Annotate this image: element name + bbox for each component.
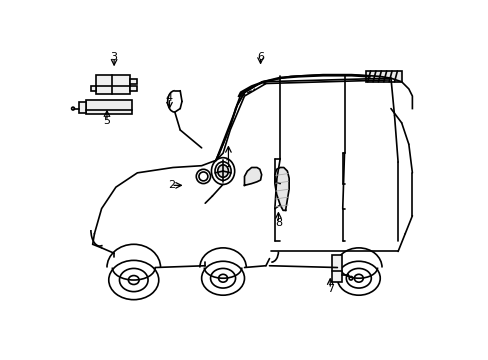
Bar: [91, 86, 96, 91]
Polygon shape: [244, 167, 261, 185]
Bar: [85, 100, 132, 114]
Bar: [130, 79, 137, 84]
Text: 2: 2: [167, 180, 175, 190]
Text: 8: 8: [274, 218, 282, 228]
Polygon shape: [274, 167, 288, 210]
Bar: [80, 102, 86, 113]
Bar: [96, 75, 130, 94]
Bar: [331, 255, 341, 282]
Text: 4: 4: [165, 93, 173, 103]
Text: 7: 7: [326, 284, 333, 294]
Ellipse shape: [217, 165, 228, 177]
Bar: [130, 86, 137, 91]
Text: 6: 6: [257, 52, 264, 62]
Text: 3: 3: [110, 52, 118, 62]
Bar: [365, 71, 401, 82]
Text: 5: 5: [103, 116, 110, 126]
Text: 1: 1: [224, 159, 231, 169]
